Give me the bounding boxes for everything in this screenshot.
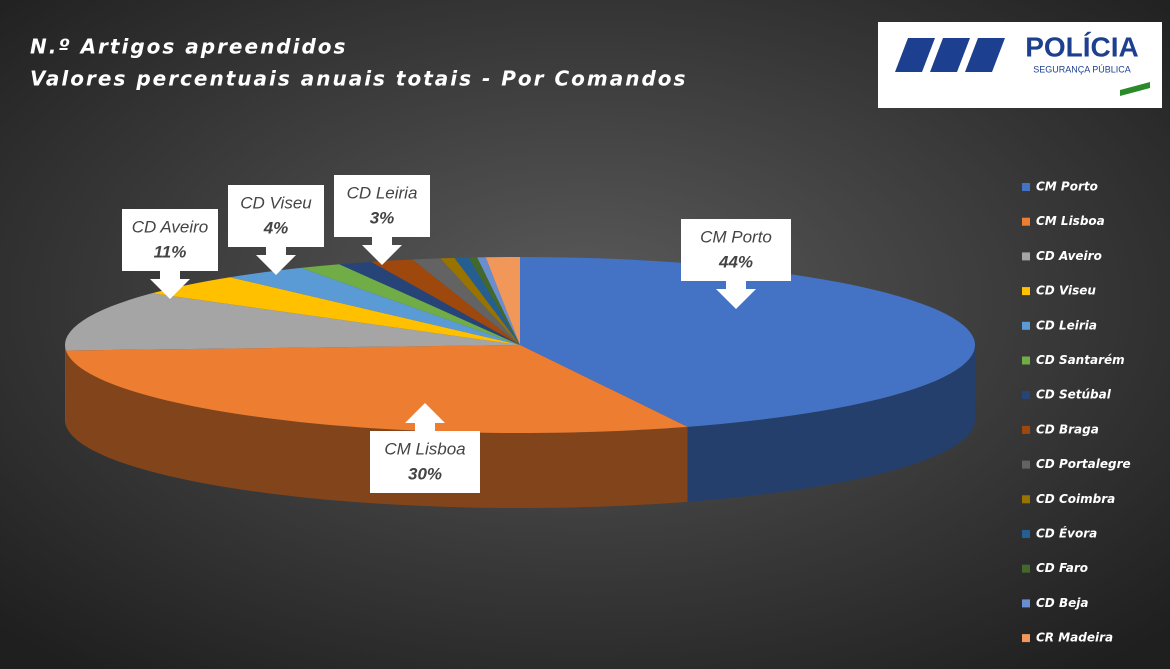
legend-swatch — [1022, 217, 1030, 226]
legend-label: CD Coimbra — [1036, 492, 1115, 506]
legend-label: CD Braga — [1036, 422, 1099, 436]
slice — [454, 257, 520, 345]
legend-swatch — [1022, 321, 1030, 330]
callout-category: CM Lisboa — [384, 439, 465, 458]
logo-bar — [895, 38, 935, 72]
chart-subtitle: Valores percentuais anuais totais - Por … — [30, 67, 687, 91]
logo-bar — [965, 38, 1005, 72]
slice — [300, 264, 520, 345]
legend-swatch — [1022, 425, 1030, 434]
slice — [151, 277, 520, 345]
callout-box — [122, 209, 218, 299]
data-label: 44% — [718, 252, 753, 271]
callout-box — [228, 185, 324, 275]
data-label: 4% — [263, 218, 289, 237]
legend-swatch — [1022, 287, 1030, 296]
callout-box — [681, 219, 791, 309]
callout-category: CD Viseu — [240, 193, 312, 212]
legend-label: CD Beja — [1036, 596, 1088, 610]
slice — [371, 259, 520, 345]
legend-swatch — [1022, 252, 1030, 261]
data-label: 30% — [408, 464, 442, 483]
logo-title: POLÍCIA — [1025, 31, 1139, 62]
slice — [477, 257, 520, 345]
logo-box — [878, 22, 1162, 108]
legend-label: CD Aveiro — [1036, 249, 1102, 263]
logo-subtitle: SEGURANÇA PÚBLICA — [1033, 64, 1131, 74]
legend-swatch — [1022, 183, 1030, 191]
legend-swatch — [1022, 599, 1030, 608]
legend-label: CD Portalegre — [1036, 457, 1131, 471]
callout: CM Porto 44% — [681, 219, 791, 309]
callout-category: CD Aveiro — [132, 217, 209, 236]
legend-label: CD Faro — [1036, 561, 1088, 575]
legend-swatch — [1022, 460, 1030, 469]
legend-label: CM Lisboa — [1036, 214, 1105, 228]
slice-side — [65, 345, 66, 426]
slice — [520, 257, 975, 427]
legend-label: CM Porto — [1036, 180, 1098, 194]
callout-category: CD Leiria — [347, 183, 418, 202]
callout-box — [334, 175, 430, 265]
legend-label: CD Viseu — [1036, 284, 1096, 298]
data-label: 3% — [370, 208, 395, 227]
slice — [485, 257, 520, 345]
slice — [440, 257, 520, 345]
legend-swatch — [1022, 495, 1030, 504]
legend-label: CD Leiria — [1036, 318, 1097, 332]
callout: CM Lisboa 30% — [370, 403, 480, 493]
callout-category: CM Porto — [700, 227, 772, 246]
legend-label: CD Santarém — [1036, 353, 1125, 367]
callout: CD Viseu 4% — [228, 185, 324, 275]
logo: POLÍCIA SEGURANÇA PÚBLICA — [878, 22, 1162, 108]
chart-title: N.º Artigos apreendidos — [30, 35, 347, 59]
legend-label: CD Évora — [1036, 526, 1097, 541]
slice — [412, 258, 520, 345]
legend-swatch — [1022, 634, 1030, 643]
slice — [468, 257, 520, 345]
legend-swatch — [1022, 356, 1030, 365]
callout: CD Aveiro 11% — [122, 209, 218, 299]
legend-swatch — [1022, 564, 1030, 573]
slice — [64, 293, 520, 351]
legend-swatch — [1022, 530, 1030, 538]
slice — [229, 267, 520, 345]
data-label: 11% — [154, 242, 187, 261]
legend-swatch — [1022, 391, 1030, 400]
callout-box — [370, 403, 480, 493]
slice-side — [65, 350, 688, 509]
legend-label: CR Madeira — [1036, 631, 1113, 645]
logo-bar — [930, 38, 970, 72]
slice — [65, 345, 688, 433]
legend-label: CD Setúbal — [1036, 388, 1112, 402]
logo-flag — [1120, 82, 1150, 96]
callout: CD Leiria 3% — [334, 175, 430, 265]
slice-side — [687, 345, 975, 502]
slice — [339, 261, 520, 345]
